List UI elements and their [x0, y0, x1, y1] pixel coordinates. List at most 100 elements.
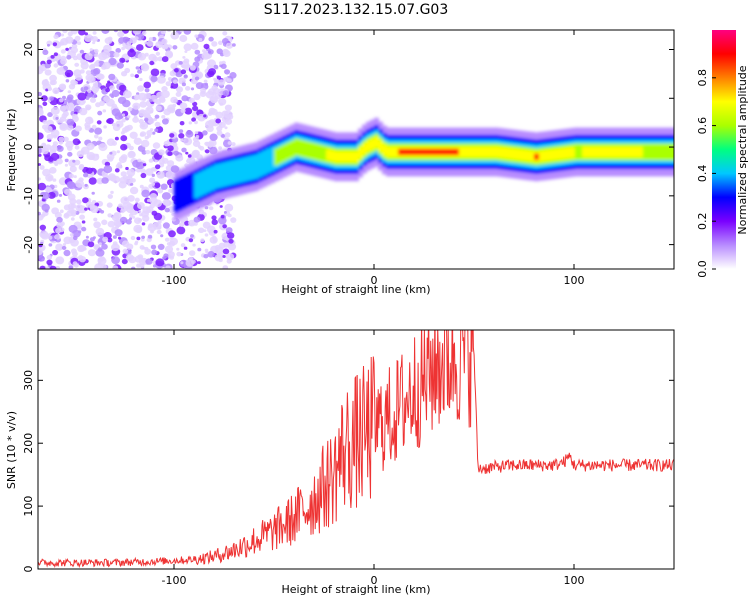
heatmap-y-ticks: -20 -10 0 10 20 [22, 43, 674, 254]
noise-cell [66, 124, 74, 131]
noise-cell [204, 149, 210, 154]
noise-cell [62, 243, 67, 246]
noise-cell [58, 136, 65, 142]
noise-cell [46, 59, 52, 65]
noise-cell [170, 165, 180, 173]
noise-cell [72, 55, 78, 61]
ridge-cell [598, 146, 603, 158]
noise-cell [184, 50, 188, 53]
noise-cell [79, 49, 85, 54]
noise-cell [172, 45, 178, 50]
ridge-cell [634, 146, 639, 158]
noise-cell [68, 208, 75, 214]
noise-cell [38, 147, 43, 155]
noise-cell [49, 74, 57, 82]
ridge-cell [406, 148, 411, 156]
noise-cell [122, 248, 129, 254]
noise-cell [173, 150, 179, 156]
noise-cell [86, 106, 91, 111]
noise-cell [91, 85, 100, 93]
noise-cell [45, 88, 49, 92]
noise-cell [114, 136, 119, 141]
noise-cell [210, 108, 218, 116]
noise-cell [155, 41, 163, 49]
noise-cell [134, 240, 139, 244]
noise-cell [47, 87, 53, 91]
noise-cell [188, 219, 196, 227]
noise-cell [118, 181, 127, 189]
noise-cell [52, 42, 58, 47]
snr-series-line [38, 330, 674, 569]
noise-cell [38, 107, 44, 115]
noise-cell [54, 211, 62, 219]
noise-cell [125, 166, 129, 171]
x-tick-label: -100 [162, 574, 187, 587]
noise-cell [92, 41, 96, 45]
noise-cell [62, 30, 68, 34]
noise-cell [65, 79, 70, 83]
noise-cell [150, 75, 158, 83]
noise-cell [107, 156, 114, 162]
noise-cell [194, 76, 200, 81]
colorbar: 0.0 0.2 0.4 0.6 0.8 Normalized spectral ampl… [696, 30, 749, 278]
noise-cell [161, 56, 169, 63]
noise-cell [77, 255, 84, 261]
noise-cell [156, 75, 166, 84]
noise-cell [137, 202, 145, 210]
ridge-cell [502, 147, 507, 159]
noise-cell [225, 42, 234, 49]
noise-cell [67, 181, 76, 190]
noise-cell [69, 165, 77, 173]
noise-cell [176, 247, 180, 251]
noise-cell [146, 237, 152, 243]
noise-cell [53, 63, 59, 68]
noise-cell [169, 70, 176, 77]
noise-cell [181, 64, 186, 69]
ridge-cell [490, 146, 495, 158]
noise-cell [111, 256, 120, 265]
noise-cell [222, 50, 231, 57]
noise-cell [192, 105, 199, 112]
ridge-cell [554, 149, 559, 160]
x-tick-label: 0 [371, 274, 378, 287]
ridge-cell [646, 143, 651, 161]
noise-cell [203, 43, 210, 50]
noise-cell [119, 84, 127, 92]
y-tick-label: -10 [22, 187, 35, 205]
noise-cell [167, 145, 174, 152]
noise-cell [125, 219, 132, 225]
noise-cell [134, 94, 141, 100]
noise-cell [107, 213, 112, 218]
ridge-cell [458, 146, 463, 158]
noise-cell [172, 142, 178, 147]
ridge-cell [258, 152, 263, 177]
noise-cell [141, 235, 146, 239]
noise-cell [54, 234, 61, 240]
noise-cell [94, 48, 99, 54]
ridge-cell [662, 143, 667, 161]
noise-cell [172, 103, 177, 108]
ridge-cell [522, 150, 527, 161]
noise-cell [179, 34, 188, 43]
noise-cell [218, 121, 226, 128]
noise-cell [141, 139, 150, 148]
noise-cell [179, 121, 185, 126]
noise-cell [151, 249, 158, 256]
noise-cell [139, 245, 145, 250]
ridge-cell [674, 140, 679, 164]
noise-cell [97, 110, 103, 116]
noise-cell [162, 118, 169, 125]
colorbar-tick-label: 0.2 [696, 212, 709, 230]
ridge-cell [654, 143, 659, 161]
noise-cell [59, 123, 68, 131]
noise-cell [74, 125, 82, 132]
noise-cell [218, 146, 223, 150]
noise-cell [52, 249, 59, 256]
ridge-cell [338, 151, 343, 163]
ridge-cell [666, 143, 671, 161]
noise-cell [209, 133, 218, 141]
noise-cell [95, 227, 105, 236]
noise-cell [170, 63, 178, 70]
noise-cell [141, 189, 150, 198]
noise-cell [135, 161, 145, 170]
